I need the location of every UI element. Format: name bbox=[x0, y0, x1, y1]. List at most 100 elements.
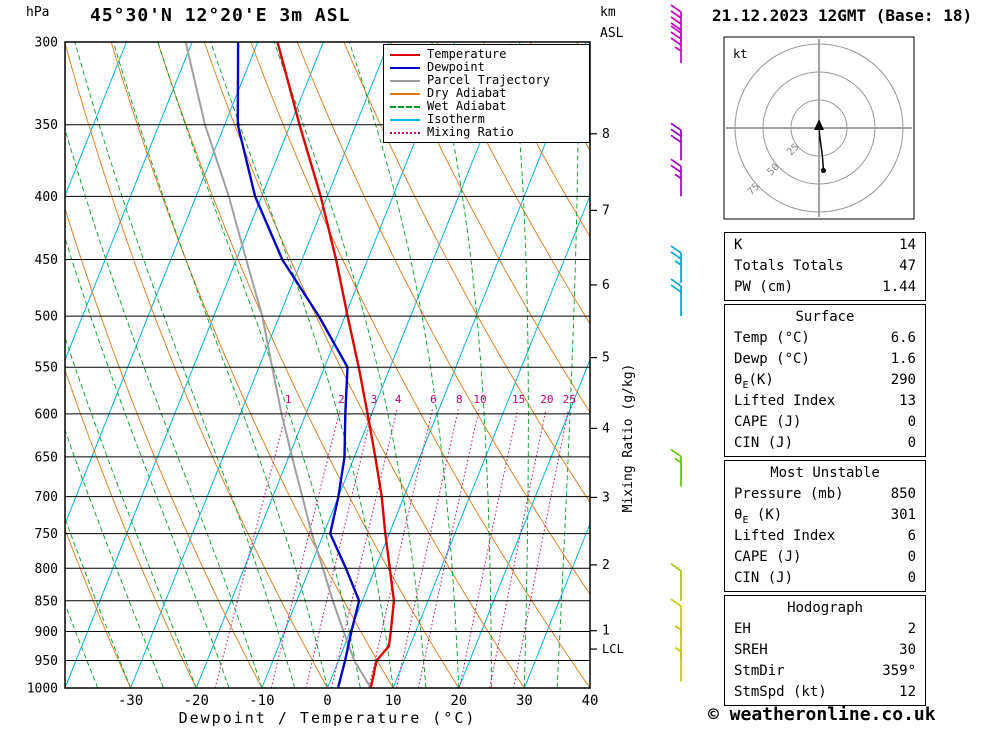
hodograph-trace-end-dot bbox=[820, 168, 826, 174]
mixing-ratio-value-label: 10 bbox=[473, 393, 486, 406]
temperature-tick-label: 10 bbox=[385, 693, 402, 709]
wind-barb bbox=[674, 625, 682, 660]
parcel-curve bbox=[184, 42, 372, 688]
stat-value: 1.44 bbox=[882, 279, 916, 295]
stat-value: 0 bbox=[907, 435, 916, 451]
stats-panel: K 14 Totals Totals 47 PW (cm) 1.44 Surface Tem… bbox=[724, 232, 926, 709]
surface-box: Surface Temp (°C) 6.6 Dewp (°C) 1.6 θE(K) 290 L… bbox=[724, 304, 926, 457]
pressure-tick-label: 950 bbox=[35, 654, 58, 669]
legend-line-sample bbox=[390, 92, 420, 95]
dry-adiabat-line bbox=[436, 42, 590, 325]
mixing-ratio-line bbox=[513, 409, 569, 688]
pressure-tick-label: 600 bbox=[35, 407, 58, 422]
altitude-unit-asl: ASL bbox=[600, 26, 624, 41]
legend-item: Isotherm bbox=[390, 113, 585, 126]
wet-adiabat-line bbox=[65, 428, 164, 688]
stat-value: 0 bbox=[907, 570, 916, 586]
mixing-ratio-value-label: 6 bbox=[430, 393, 437, 406]
temperature-tick-label: 20 bbox=[450, 693, 467, 709]
stat-row: CAPE (J) 0 bbox=[734, 547, 916, 568]
pressure-tick-label: 400 bbox=[35, 190, 58, 205]
isotherm-line bbox=[130, 42, 390, 688]
mixing-ratio-line bbox=[489, 409, 547, 688]
pressure-tick-label: 500 bbox=[35, 310, 58, 325]
pressure-tick-label: 700 bbox=[35, 490, 58, 505]
pressure-tick-label: 850 bbox=[35, 594, 58, 609]
wet-adiabat-line bbox=[65, 335, 197, 688]
stats-section-title: Hodograph bbox=[787, 600, 863, 616]
km-tick-label: 7 bbox=[602, 203, 610, 218]
stat-value: 1.6 bbox=[890, 351, 916, 367]
mixing-ratio-value-label: 3 bbox=[371, 393, 378, 406]
stat-value: 47 bbox=[899, 258, 916, 274]
stats-section-title: Surface bbox=[795, 309, 855, 325]
stat-label: Dewp (°C) bbox=[734, 351, 810, 367]
mixing-ratio-line bbox=[331, 409, 398, 688]
km-tick-label: 5 bbox=[602, 351, 610, 366]
wind-barb bbox=[670, 122, 682, 161]
stat-value: 0 bbox=[907, 549, 916, 565]
wet-adiabat-line bbox=[348, 42, 460, 688]
stat-label: StmSpd (kt) bbox=[734, 684, 827, 700]
hodograph-ring bbox=[762, 71, 876, 185]
mixing-ratio-line bbox=[459, 409, 519, 688]
km-tick-label: 2 bbox=[602, 558, 610, 573]
datetime-title: 21.12.2023 12GMT (Base: 18) bbox=[712, 6, 973, 25]
stat-row: PW (cm) 1.44 bbox=[734, 277, 916, 298]
stat-label: Lifted Index bbox=[734, 528, 836, 544]
stat-label: K bbox=[734, 237, 743, 253]
stat-row: CIN (J) 0 bbox=[734, 568, 916, 589]
stat-value: 12 bbox=[899, 684, 916, 700]
stat-row: StmSpd (kt) 12 bbox=[734, 682, 916, 703]
stat-row: Temp (°C) 6.6 bbox=[734, 328, 916, 349]
stat-value: 14 bbox=[899, 237, 916, 253]
legend-item: Wet Adiabat bbox=[390, 100, 585, 113]
stat-label: Pressure (mb) bbox=[734, 486, 844, 502]
mixing-ratio-value-label: 8 bbox=[456, 393, 463, 406]
stat-value: 13 bbox=[899, 393, 916, 409]
legend-line-sample bbox=[390, 79, 420, 82]
temperature-curve bbox=[276, 42, 396, 688]
stat-value: 359° bbox=[882, 663, 916, 679]
mixing-ratio-line bbox=[305, 409, 374, 688]
pressure-tick-label: 1000 bbox=[27, 682, 58, 697]
temperature-tick-label: -30 bbox=[118, 693, 143, 709]
legend-line-sample bbox=[390, 131, 420, 134]
legend-line-sample bbox=[390, 105, 420, 108]
stat-label: CIN (J) bbox=[734, 435, 794, 451]
mixing-ratio-line bbox=[214, 409, 288, 688]
isotherm-line bbox=[392, 194, 590, 688]
hodograph-trace bbox=[818, 127, 825, 171]
storm-motion-arrow bbox=[814, 119, 824, 130]
mixing-ratio-value-label: 15 bbox=[512, 393, 525, 406]
stat-label: Temp (°C) bbox=[734, 330, 810, 346]
pressure-tick-label: 300 bbox=[35, 36, 58, 51]
legend-item-label: Dry Adiabat bbox=[427, 86, 507, 100]
stat-row: K 14 bbox=[734, 235, 916, 256]
stat-row: Lifted Index 13 bbox=[734, 391, 916, 412]
wind-barb bbox=[670, 245, 682, 283]
isotherm-line bbox=[65, 42, 193, 362]
stat-row: Totals Totals 47 bbox=[734, 256, 916, 277]
stat-value: 6.6 bbox=[890, 330, 916, 346]
stat-label: θE (K) bbox=[734, 507, 783, 526]
legend: Temperature Dewpoint Parcel Trajectory Dry … bbox=[383, 44, 590, 143]
pressure-tick-label: 350 bbox=[35, 118, 58, 133]
station-title: 45°30'N 12°20'E 3m ASL bbox=[90, 5, 351, 26]
wind-barb bbox=[670, 158, 682, 197]
wet-adiabat-line bbox=[510, 42, 529, 688]
legend-item-label: Parcel Trajectory bbox=[427, 73, 550, 87]
stat-row: Lifted Index 6 bbox=[734, 526, 916, 547]
stat-row: StmDir 359° bbox=[734, 661, 916, 682]
mixing-ratio-axis-label: Mixing Ratio (g/kg) bbox=[621, 364, 636, 513]
stat-value: 6 bbox=[907, 528, 916, 544]
mixing-ratio-value-label: 4 bbox=[395, 393, 402, 406]
temperature-tick-label: 0 bbox=[323, 693, 331, 709]
km-tick-label: 4 bbox=[602, 421, 610, 436]
stat-row: CAPE (J) 0 bbox=[734, 412, 916, 433]
hodograph-stats-box: Hodograph EH 2 SREH 30 StmDir 359° StmSpd (kt) 1… bbox=[724, 595, 926, 706]
pressure-tick-label: 550 bbox=[35, 361, 58, 376]
stat-value: 30 bbox=[899, 642, 916, 658]
lcl-label: LCL bbox=[602, 642, 624, 656]
